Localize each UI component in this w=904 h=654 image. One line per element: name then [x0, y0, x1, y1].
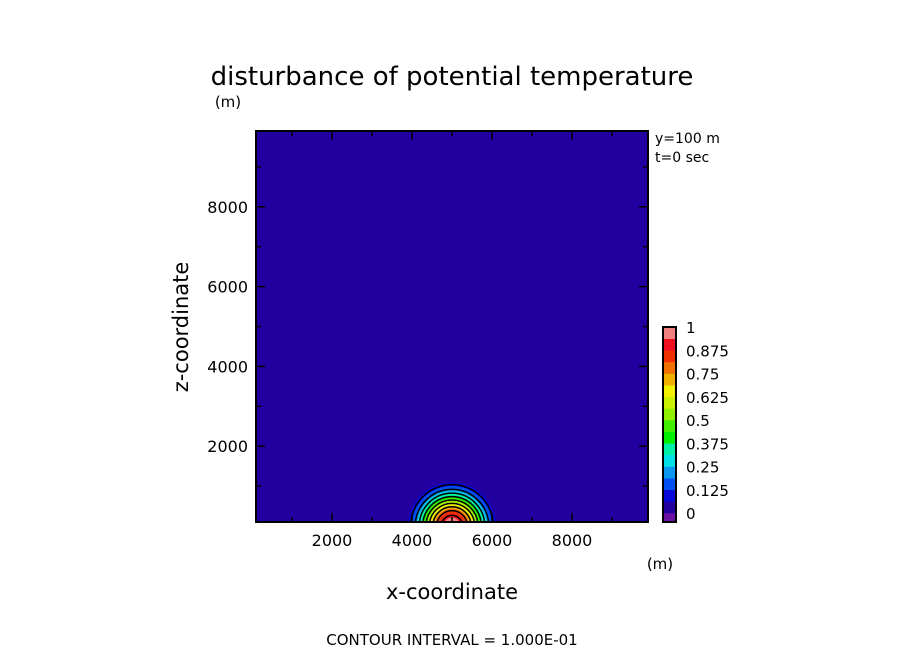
contour-line — [410, 483, 494, 522]
colorbar-swatch — [663, 327, 676, 339]
x-tick-label: 4000 — [392, 531, 433, 550]
contour-field — [256, 131, 648, 522]
contour-line — [418, 492, 486, 522]
x-tick-label: 2000 — [312, 531, 353, 550]
x-tick-label: 8000 — [552, 531, 593, 550]
colorbar-swatch — [663, 385, 676, 398]
x-tick-label: 6000 — [472, 531, 513, 550]
axis-ticks: 2000 4000 6000 8000 2000 4000 6000 8000 — [207, 131, 648, 550]
colorbar-tick-label: 0.875 — [686, 342, 729, 360]
x-axis-unit: (m) — [647, 555, 673, 573]
colorbar-below-swatch — [663, 513, 676, 522]
contour-line — [414, 488, 490, 522]
colorbar-tick-label: 0.5 — [686, 412, 710, 430]
contour-line — [432, 506, 472, 522]
contour-line — [436, 509, 468, 522]
annotation-y: y=100 m — [655, 131, 720, 147]
y-tick-label: 6000 — [207, 278, 248, 297]
annotation-t: t=0 sec — [655, 150, 709, 166]
colorbar-tick-label: 0.375 — [686, 435, 729, 453]
colorbar-tick-label: 0.25 — [686, 459, 719, 477]
x-axis-label: x-coordinate — [386, 580, 518, 604]
colorbar-frame — [662, 326, 677, 523]
colorbar-tick-label: 0.625 — [686, 389, 729, 407]
y-tick-label: 4000 — [207, 357, 248, 376]
chart-title: disturbance of potential temperature — [211, 62, 694, 92]
colorbar-swatch — [663, 443, 676, 456]
field-background — [256, 131, 648, 522]
contour-line — [425, 499, 479, 522]
y-tick-label: 2000 — [207, 437, 248, 456]
colorbar-tick-label: 0.125 — [686, 482, 729, 500]
colorbar-tick-label: 1 — [686, 319, 696, 337]
colorbar-tick-label: 0.75 — [686, 366, 719, 384]
colorbar-swatch — [663, 350, 676, 363]
colorbar-swatch — [663, 501, 676, 514]
contour-line — [441, 514, 463, 522]
colorbar-swatch — [663, 396, 676, 409]
contour-line — [422, 495, 482, 522]
colorbar-swatch — [663, 408, 676, 421]
colorbar-swatch — [663, 489, 676, 502]
y-axis-label: z-coordinate — [169, 262, 193, 393]
colorbar-swatch — [663, 431, 676, 444]
colorbar-swatch — [663, 361, 676, 374]
colorbar-swatch — [663, 478, 676, 491]
title-unit: (m) — [215, 93, 241, 111]
colorbar-swatch — [663, 338, 676, 351]
colorbar: 1 0.875 0.75 0.625 0.5 0.375 0.25 0.125 0 — [662, 319, 729, 523]
colorbar-swatch — [663, 420, 676, 432]
footer-contour-interval: CONTOUR INTERVAL = 1.000E-01 — [326, 631, 577, 649]
colorbar-tick-label: 0 — [686, 505, 696, 523]
colorbar-swatch — [663, 454, 676, 467]
colorbar-swatch — [663, 373, 676, 386]
colorbar-swatch — [663, 466, 676, 479]
contour-line — [428, 502, 476, 522]
y-tick-label: 8000 — [207, 198, 248, 217]
